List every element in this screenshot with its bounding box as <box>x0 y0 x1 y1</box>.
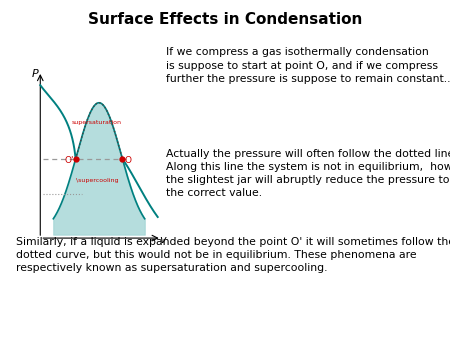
Text: \supercooling: \supercooling <box>76 178 118 183</box>
Text: If we compress a gas isothermally condensation
is suppose to start at point O, a: If we compress a gas isothermally conden… <box>166 47 450 84</box>
Text: O': O' <box>64 156 74 165</box>
Text: P: P <box>32 69 38 79</box>
Text: Surface Effects in Condensation: Surface Effects in Condensation <box>88 12 362 27</box>
Text: Actually the pressure will often follow the dotted line.
Along this line the sys: Actually the pressure will often follow … <box>166 149 450 198</box>
Text: O: O <box>124 156 131 165</box>
Text: Similarly, if a liquid is expanded beyond the point O' it will sometimes follow : Similarly, if a liquid is expanded beyon… <box>16 237 450 273</box>
Text: supersaturation: supersaturation <box>72 120 122 125</box>
Text: v: v <box>160 235 166 245</box>
